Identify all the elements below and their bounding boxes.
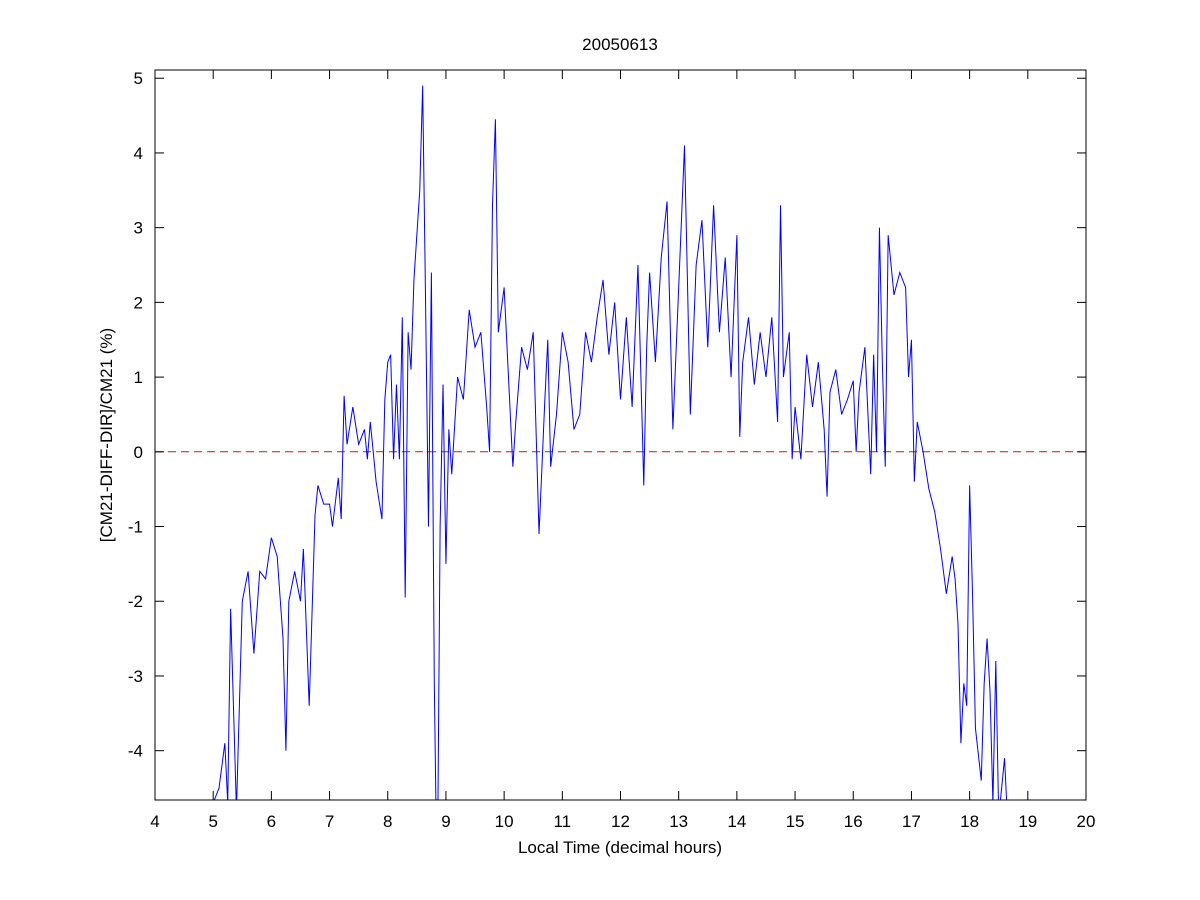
x-tick-label: 6: [267, 812, 276, 831]
data-line: [213, 85, 1008, 800]
x-tick-label: 15: [786, 812, 805, 831]
y-tick-label: 5: [134, 69, 143, 88]
x-tick-label: 9: [441, 812, 450, 831]
x-tick-label: 12: [611, 812, 630, 831]
x-tick-label: 14: [727, 812, 746, 831]
y-tick-label: 1: [134, 368, 143, 387]
x-tick-label: 8: [383, 812, 392, 831]
x-tick-label: 4: [150, 812, 159, 831]
y-tick-label: 4: [134, 144, 143, 163]
plot-area: [155, 85, 1086, 800]
y-tick-label: -4: [128, 742, 143, 761]
y-tick-label: 0: [134, 443, 143, 462]
x-tick-label: 19: [1018, 812, 1037, 831]
x-tick-label: 10: [495, 812, 514, 831]
y-tick-label: 2: [134, 293, 143, 312]
x-tick-label: 5: [208, 812, 217, 831]
y-tick-label: -3: [128, 667, 143, 686]
x-tick-label: 17: [902, 812, 921, 831]
x-axis-label: Local Time (decimal hours): [518, 838, 722, 857]
x-tick-label: 13: [669, 812, 688, 831]
x-tick-label: 20: [1077, 812, 1096, 831]
x-tick-label: 7: [325, 812, 334, 831]
y-axis-label: [CM21-DIFF-DIR]/CM21 (%): [97, 328, 116, 542]
y-tick-label: -1: [128, 518, 143, 537]
y-tick-label: 3: [134, 219, 143, 238]
x-tick-label: 11: [553, 812, 571, 831]
y-tick-label: -2: [128, 592, 143, 611]
x-tick-label: 16: [844, 812, 863, 831]
x-tick-label: 18: [960, 812, 979, 831]
chart-title: 20050613: [582, 35, 658, 54]
